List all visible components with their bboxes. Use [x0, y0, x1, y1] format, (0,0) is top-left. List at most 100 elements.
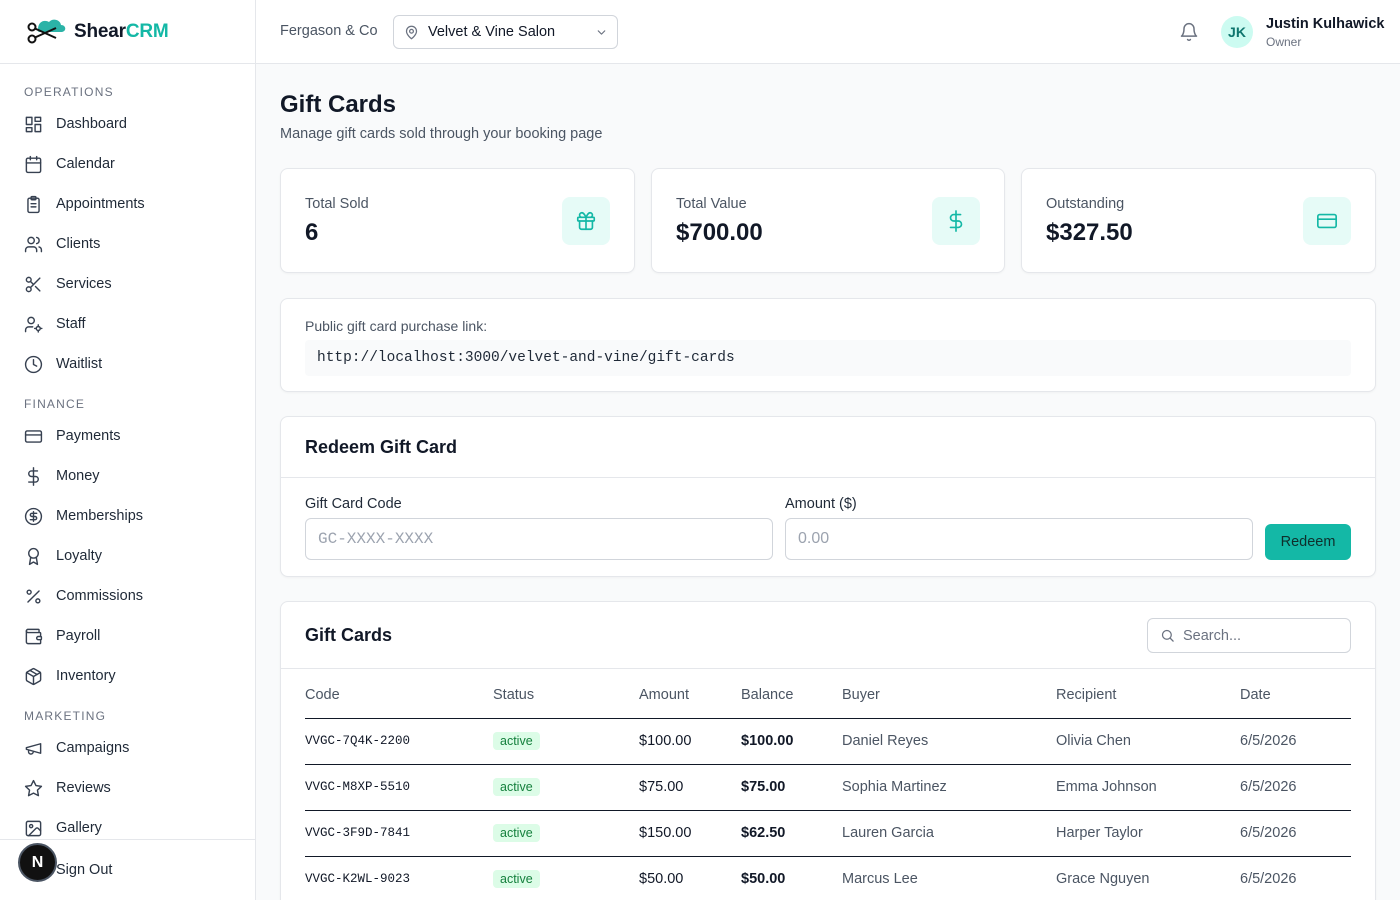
- sidebar-nav: OPERATIONS Dashboard Calendar Appointmen…: [0, 64, 255, 848]
- column-header-code[interactable]: Code: [305, 672, 493, 719]
- cell-balance: $75.00: [741, 764, 842, 811]
- cell-amount: $150.00: [639, 810, 741, 857]
- user-name: Justin Kulhawick: [1266, 16, 1385, 32]
- stat-card-outstanding: Outstanding $327.50: [1021, 168, 1376, 273]
- cell-balance: $100.00: [741, 718, 842, 765]
- dev-badge[interactable]: N: [18, 843, 57, 882]
- sign-out-label: Sign Out: [56, 862, 113, 878]
- column-header-amount[interactable]: Amount: [639, 672, 741, 719]
- table-row[interactable]: VVGC-M8XP-5510 active $75.00 $75.00 Soph…: [305, 764, 1351, 811]
- sidebar-item-money[interactable]: Money: [0, 456, 255, 496]
- sidebar-item-inventory[interactable]: Inventory: [0, 656, 255, 696]
- redeem-title: Redeem Gift Card: [305, 437, 458, 457]
- sidebar-item-label: Inventory: [56, 668, 116, 684]
- status-badge: active: [493, 824, 540, 842]
- cell-buyer: Marcus Lee: [842, 856, 1056, 900]
- cell-recipient: Olivia Chen: [1056, 718, 1240, 765]
- amount-input[interactable]: [785, 518, 1253, 560]
- sidebar-item-label: Commissions: [56, 588, 144, 604]
- sidebar-item-payments[interactable]: Payments: [0, 416, 255, 456]
- dollar-icon: [24, 466, 43, 486]
- sidebar-item-calendar[interactable]: Calendar: [0, 144, 255, 184]
- table-row[interactable]: VVGC-K2WL-9023 active $50.00 $50.00 Marc…: [305, 856, 1351, 900]
- sidebar-item-reviews[interactable]: Reviews: [0, 768, 255, 808]
- redeem-card: Redeem Gift Card Gift Card Code Amount (…: [280, 416, 1376, 577]
- sidebar-item-label: Staff: [56, 316, 86, 332]
- gift-cards-header: Gift Cards: [281, 602, 1375, 669]
- public-link-url[interactable]: http://localhost:3000/velvet-and-vine/gi…: [305, 340, 1351, 376]
- table-row[interactable]: VVGC-7Q4K-2200 active $100.00 $100.00 Da…: [305, 718, 1351, 765]
- cell-date: 6/5/2026: [1240, 810, 1351, 857]
- sidebar-item-clients[interactable]: Clients: [0, 224, 255, 264]
- redeem-button[interactable]: Redeem: [1265, 524, 1351, 560]
- sidebar-item-appointments[interactable]: Appointments: [0, 184, 255, 224]
- dollar-circle-icon: [24, 507, 43, 526]
- cell-buyer: Daniel Reyes: [842, 718, 1056, 765]
- sidebar-item-campaigns[interactable]: Campaigns: [0, 728, 255, 768]
- stat-card-total-value: Total Value $700.00: [651, 168, 1005, 273]
- column-header-balance[interactable]: Balance: [741, 672, 842, 719]
- sidebar-item-staff[interactable]: Staff: [0, 304, 255, 344]
- sidebar-item-waitlist[interactable]: Waitlist: [0, 344, 255, 384]
- location-select[interactable]: Velvet & Vine Salon: [393, 15, 618, 49]
- sidebar-item-payroll[interactable]: Payroll: [0, 616, 255, 656]
- clock-icon: [24, 355, 43, 374]
- status-badge: active: [493, 870, 540, 888]
- status-badge: active: [493, 732, 540, 750]
- column-header-date[interactable]: Date: [1240, 672, 1351, 719]
- sidebar-item-label: Payroll: [56, 628, 101, 644]
- stat-value: $327.50: [1046, 219, 1133, 246]
- location-select-value: Velvet & Vine Salon: [428, 24, 556, 40]
- sidebar-item-label: Memberships: [56, 508, 144, 524]
- scissors-logo-icon: [24, 17, 68, 47]
- stat-value: 6: [305, 219, 319, 246]
- nav-section-marketing: MARKETING: [24, 709, 107, 723]
- cell-date: 6/5/2026: [1240, 856, 1351, 900]
- sidebar-item-loyalty[interactable]: Loyalty: [0, 536, 255, 576]
- column-header-recipient[interactable]: Recipient: [1056, 672, 1240, 719]
- public-link-card: Public gift card purchase link: http://l…: [280, 298, 1376, 392]
- stat-label: Total Value: [676, 196, 747, 212]
- redeem-card-header: Redeem Gift Card: [281, 417, 1375, 478]
- avatar[interactable]: JK: [1221, 16, 1253, 48]
- topbar: Fergason & Co Velvet & Vine Salon JK Jus…: [256, 0, 1400, 64]
- star-icon: [24, 779, 43, 798]
- column-header-buyer[interactable]: Buyer: [842, 672, 1056, 719]
- search-box[interactable]: [1147, 618, 1351, 653]
- sidebar-item-gallery[interactable]: Gallery: [0, 808, 255, 848]
- map-pin-icon: [404, 25, 419, 40]
- cell-amount: $100.00: [639, 718, 741, 765]
- dashboard-icon: [24, 115, 43, 134]
- search-input[interactable]: [1183, 627, 1343, 644]
- sidebar-item-label: Calendar: [56, 156, 115, 172]
- cell-status: active: [493, 810, 639, 857]
- sign-out-button[interactable]: Sign Out: [0, 839, 255, 900]
- brand[interactable]: ShearCRM: [0, 0, 255, 64]
- cell-buyer: Lauren Garcia: [842, 810, 1056, 857]
- sidebar-item-label: Waitlist: [56, 356, 103, 372]
- gift-card-code-input[interactable]: [305, 518, 773, 560]
- cell-recipient: Emma Johnson: [1056, 764, 1240, 811]
- clipboard-icon: [24, 195, 43, 214]
- table-row[interactable]: VVGC-3F9D-7841 active $150.00 $62.50 Lau…: [305, 810, 1351, 857]
- staff-icon: [24, 315, 43, 334]
- stat-label: Total Sold: [305, 196, 369, 212]
- sidebar-item-label: Gallery: [56, 820, 102, 836]
- bell-icon[interactable]: [1179, 22, 1199, 42]
- nav-section-finance: FINANCE: [24, 397, 86, 411]
- status-badge: active: [493, 778, 540, 796]
- gift-icon: [562, 197, 610, 245]
- cell-recipient: Harper Taylor: [1056, 810, 1240, 857]
- sidebar-item-commissions[interactable]: Commissions: [0, 576, 255, 616]
- sidebar: ShearCRM OPERATIONS Dashboard Calendar A…: [0, 0, 256, 900]
- sidebar-item-memberships[interactable]: Memberships: [0, 496, 255, 536]
- wallet-icon: [24, 627, 43, 646]
- sidebar-item-services[interactable]: Services: [0, 264, 255, 304]
- column-header-status[interactable]: Status: [493, 672, 639, 719]
- sidebar-item-label: Clients: [56, 236, 101, 252]
- cell-date: 6/5/2026: [1240, 718, 1351, 765]
- sidebar-item-label: Money: [56, 468, 100, 484]
- page-subtitle: Manage gift cards sold through your book…: [280, 126, 603, 142]
- package-icon: [24, 667, 43, 686]
- sidebar-item-dashboard[interactable]: Dashboard: [0, 104, 255, 144]
